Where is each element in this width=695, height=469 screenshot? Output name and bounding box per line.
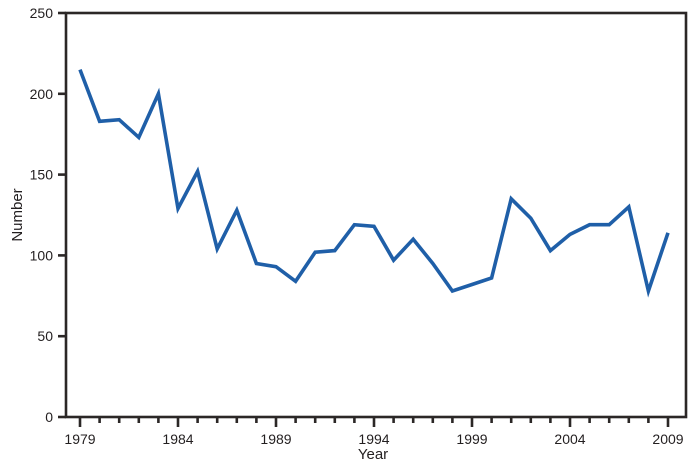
x-axis-title: Year bbox=[358, 446, 388, 463]
y-axis-title: Number bbox=[9, 188, 26, 241]
plot-area bbox=[64, 11, 688, 419]
tick-labels: 0 50 100 150 200 250 1979 1984 1989 1994 1999 2004 2… bbox=[30, 5, 684, 447]
data-line bbox=[78, 68, 670, 298]
x-tick-label: 1999 bbox=[456, 431, 487, 447]
x-tick-label: 1989 bbox=[260, 431, 291, 447]
plot-box bbox=[64, 11, 688, 419]
x-tick-label: 1994 bbox=[358, 431, 389, 447]
y-tick-label: 0 bbox=[45, 409, 53, 425]
y-tick-label: 50 bbox=[37, 328, 53, 344]
axis-ticks bbox=[58, 11, 670, 427]
y-tick-label: 100 bbox=[30, 247, 54, 263]
y-tick-label: 200 bbox=[30, 86, 54, 102]
x-tick-label: 1979 bbox=[64, 431, 95, 447]
y-tick-label: 150 bbox=[30, 167, 54, 183]
x-tick-label: 2004 bbox=[554, 431, 585, 447]
y-tick-label: 250 bbox=[30, 5, 54, 21]
x-tick-label: 2009 bbox=[652, 431, 683, 447]
x-tick-label: 1984 bbox=[162, 431, 193, 447]
data-series bbox=[78, 68, 670, 298]
